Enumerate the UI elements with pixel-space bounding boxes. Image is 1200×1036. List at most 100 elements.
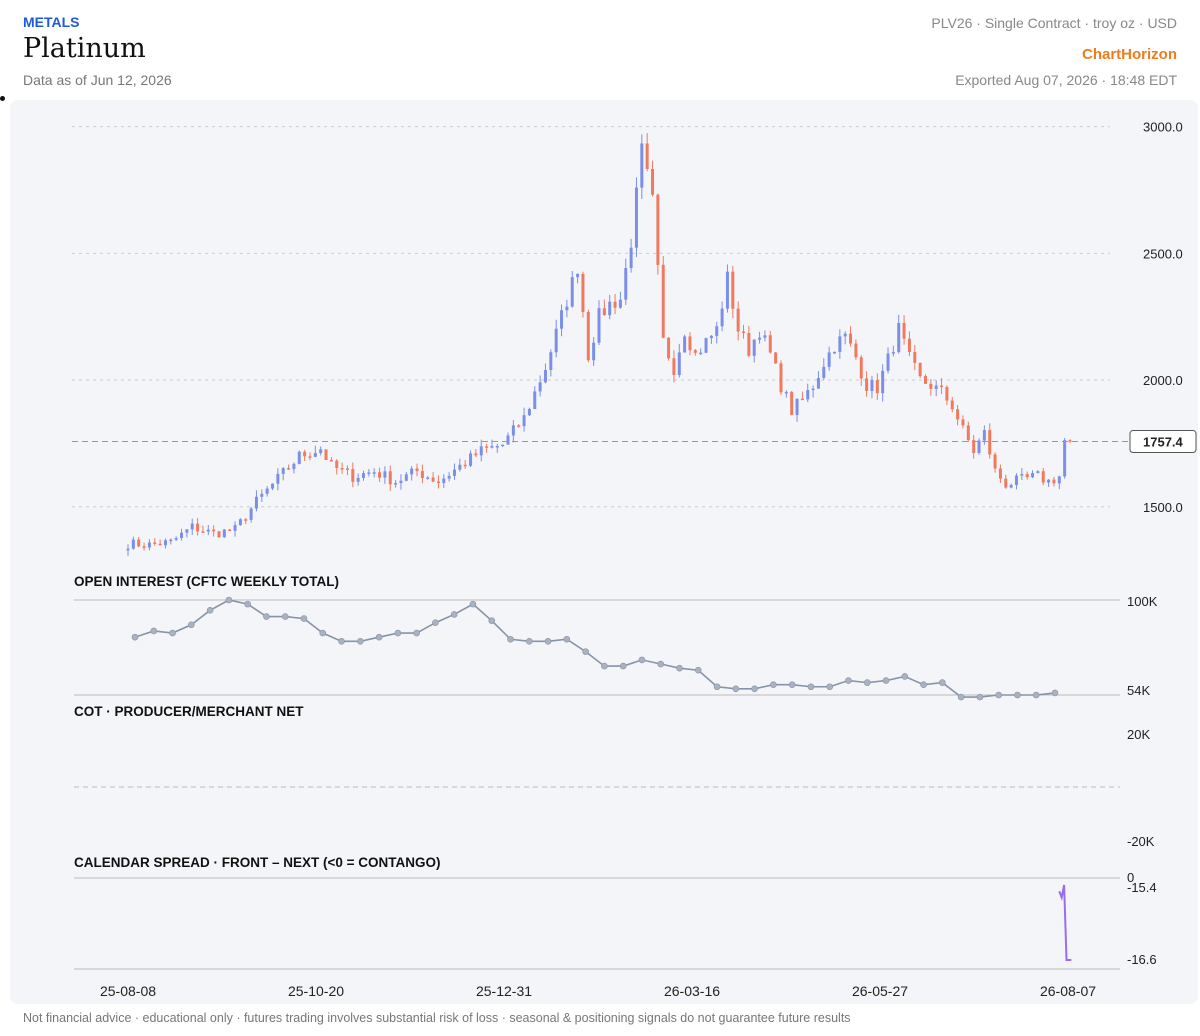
candle-body[interactable] bbox=[249, 508, 253, 520]
candle-body[interactable] bbox=[543, 370, 547, 383]
candle-body[interactable] bbox=[222, 529, 226, 538]
oi-point[interactable] bbox=[1032, 691, 1040, 699]
candle-body[interactable] bbox=[875, 380, 879, 394]
candle-body[interactable] bbox=[720, 308, 724, 327]
oi-point[interactable] bbox=[619, 662, 627, 670]
candle-body[interactable] bbox=[1014, 475, 1018, 485]
oi-point[interactable] bbox=[657, 660, 665, 668]
candle-body[interactable] bbox=[228, 529, 232, 532]
candle-body[interactable] bbox=[570, 277, 574, 307]
candle-body[interactable] bbox=[254, 496, 258, 509]
oi-point[interactable] bbox=[188, 621, 195, 629]
oi-point[interactable] bbox=[694, 666, 702, 674]
candle-body[interactable] bbox=[913, 351, 917, 363]
candle-body[interactable] bbox=[351, 469, 355, 482]
candle-body[interactable] bbox=[362, 473, 365, 478]
candle-body[interactable] bbox=[522, 415, 526, 427]
candle-body[interactable] bbox=[1047, 479, 1051, 483]
candle-body[interactable] bbox=[993, 454, 997, 469]
candle-body[interactable] bbox=[613, 301, 617, 308]
candle-body[interactable] bbox=[790, 391, 794, 415]
oi-point[interactable] bbox=[488, 617, 496, 624]
candle-body[interactable] bbox=[972, 440, 976, 453]
oi-point[interactable] bbox=[450, 611, 458, 618]
candle-body[interactable] bbox=[517, 425, 521, 427]
candle-body[interactable] bbox=[902, 322, 906, 339]
candle-body[interactable] bbox=[581, 273, 585, 312]
candle-body[interactable] bbox=[736, 308, 740, 332]
candle-body[interactable] bbox=[1025, 474, 1029, 478]
candle-body[interactable] bbox=[442, 478, 446, 484]
candle-body[interactable] bbox=[281, 468, 285, 474]
candle-body[interactable] bbox=[356, 477, 360, 482]
candle-body[interactable] bbox=[147, 542, 151, 548]
candle-body[interactable] bbox=[415, 468, 419, 472]
candle-body[interactable] bbox=[324, 449, 328, 460]
candle-body[interactable] bbox=[383, 471, 387, 478]
oi-point[interactable] bbox=[920, 681, 927, 688]
candle-body[interactable] bbox=[800, 398, 804, 401]
candle-body[interactable] bbox=[394, 483, 398, 485]
candle-body[interactable] bbox=[538, 382, 542, 392]
candle-body[interactable] bbox=[212, 529, 216, 532]
candle-body[interactable] bbox=[688, 336, 692, 351]
oi-point[interactable] bbox=[263, 613, 270, 620]
chart-canvas[interactable]: 3000.0 2500.0 2000.0 1500.0 1757.4 OPEN INTER… bbox=[10, 100, 1198, 1004]
candle-body[interactable] bbox=[1052, 479, 1056, 484]
candle-body[interactable] bbox=[758, 337, 762, 340]
oi-point[interactable] bbox=[713, 683, 721, 691]
candle-body[interactable] bbox=[244, 519, 248, 521]
candle-body[interactable] bbox=[501, 444, 505, 447]
oi-point[interactable] bbox=[413, 629, 420, 637]
candle-body[interactable] bbox=[287, 468, 291, 470]
candle-body[interactable] bbox=[806, 390, 810, 400]
candle-body[interactable] bbox=[319, 449, 323, 454]
candle-body[interactable] bbox=[923, 376, 927, 384]
candle-body[interactable] bbox=[1004, 478, 1008, 488]
oi-point[interactable] bbox=[131, 633, 139, 641]
oi-point[interactable] bbox=[300, 615, 308, 622]
candle-body[interactable] bbox=[238, 519, 242, 526]
candle-body[interactable] bbox=[886, 353, 890, 371]
candle-body[interactable] bbox=[495, 446, 499, 448]
candle-body[interactable] bbox=[956, 409, 960, 420]
candle-body[interactable] bbox=[260, 493, 264, 497]
oi-point[interactable] bbox=[957, 693, 965, 701]
candle-body[interactable] bbox=[838, 336, 842, 352]
spread-line[interactable] bbox=[1058, 884, 1072, 961]
oi-point[interactable] bbox=[582, 648, 589, 655]
candle-body[interactable] bbox=[768, 335, 772, 353]
candle-body[interactable] bbox=[1063, 440, 1067, 477]
candle-body[interactable] bbox=[126, 548, 130, 551]
oi-point[interactable] bbox=[676, 664, 683, 672]
oi-point[interactable] bbox=[732, 685, 740, 693]
candle-body[interactable] bbox=[833, 351, 836, 354]
oi-point[interactable] bbox=[563, 635, 571, 643]
candle-body[interactable] bbox=[629, 247, 633, 269]
oi-point[interactable] bbox=[150, 627, 158, 635]
candle-body[interactable] bbox=[506, 435, 510, 445]
candle-body[interactable] bbox=[335, 460, 339, 469]
candle-body[interactable] bbox=[715, 326, 719, 336]
oi-point[interactable] bbox=[1014, 691, 1021, 699]
candle-body[interactable] bbox=[752, 339, 756, 356]
candle-body[interactable] bbox=[297, 451, 301, 464]
candle-body[interactable] bbox=[602, 308, 606, 316]
candle-body[interactable] bbox=[891, 352, 895, 354]
oi-point[interactable] bbox=[1051, 689, 1059, 697]
candle-body[interactable] bbox=[731, 271, 735, 309]
candle-body[interactable] bbox=[774, 352, 778, 364]
candle-body[interactable] bbox=[308, 456, 312, 458]
candle-body[interactable] bbox=[849, 333, 853, 344]
oi-point[interactable] bbox=[751, 685, 758, 693]
candle-body[interactable] bbox=[1031, 473, 1035, 478]
oi-point[interactable] bbox=[995, 691, 1002, 699]
candle-body[interactable] bbox=[527, 408, 531, 416]
candle-body[interactable] bbox=[998, 468, 1002, 479]
candle-body[interactable] bbox=[640, 143, 644, 188]
candle-body[interactable] bbox=[206, 529, 210, 532]
oi-point[interactable] bbox=[544, 638, 552, 645]
oi-point[interactable] bbox=[845, 677, 852, 684]
candle-body[interactable] bbox=[265, 488, 269, 494]
candle-body[interactable] bbox=[918, 362, 922, 377]
